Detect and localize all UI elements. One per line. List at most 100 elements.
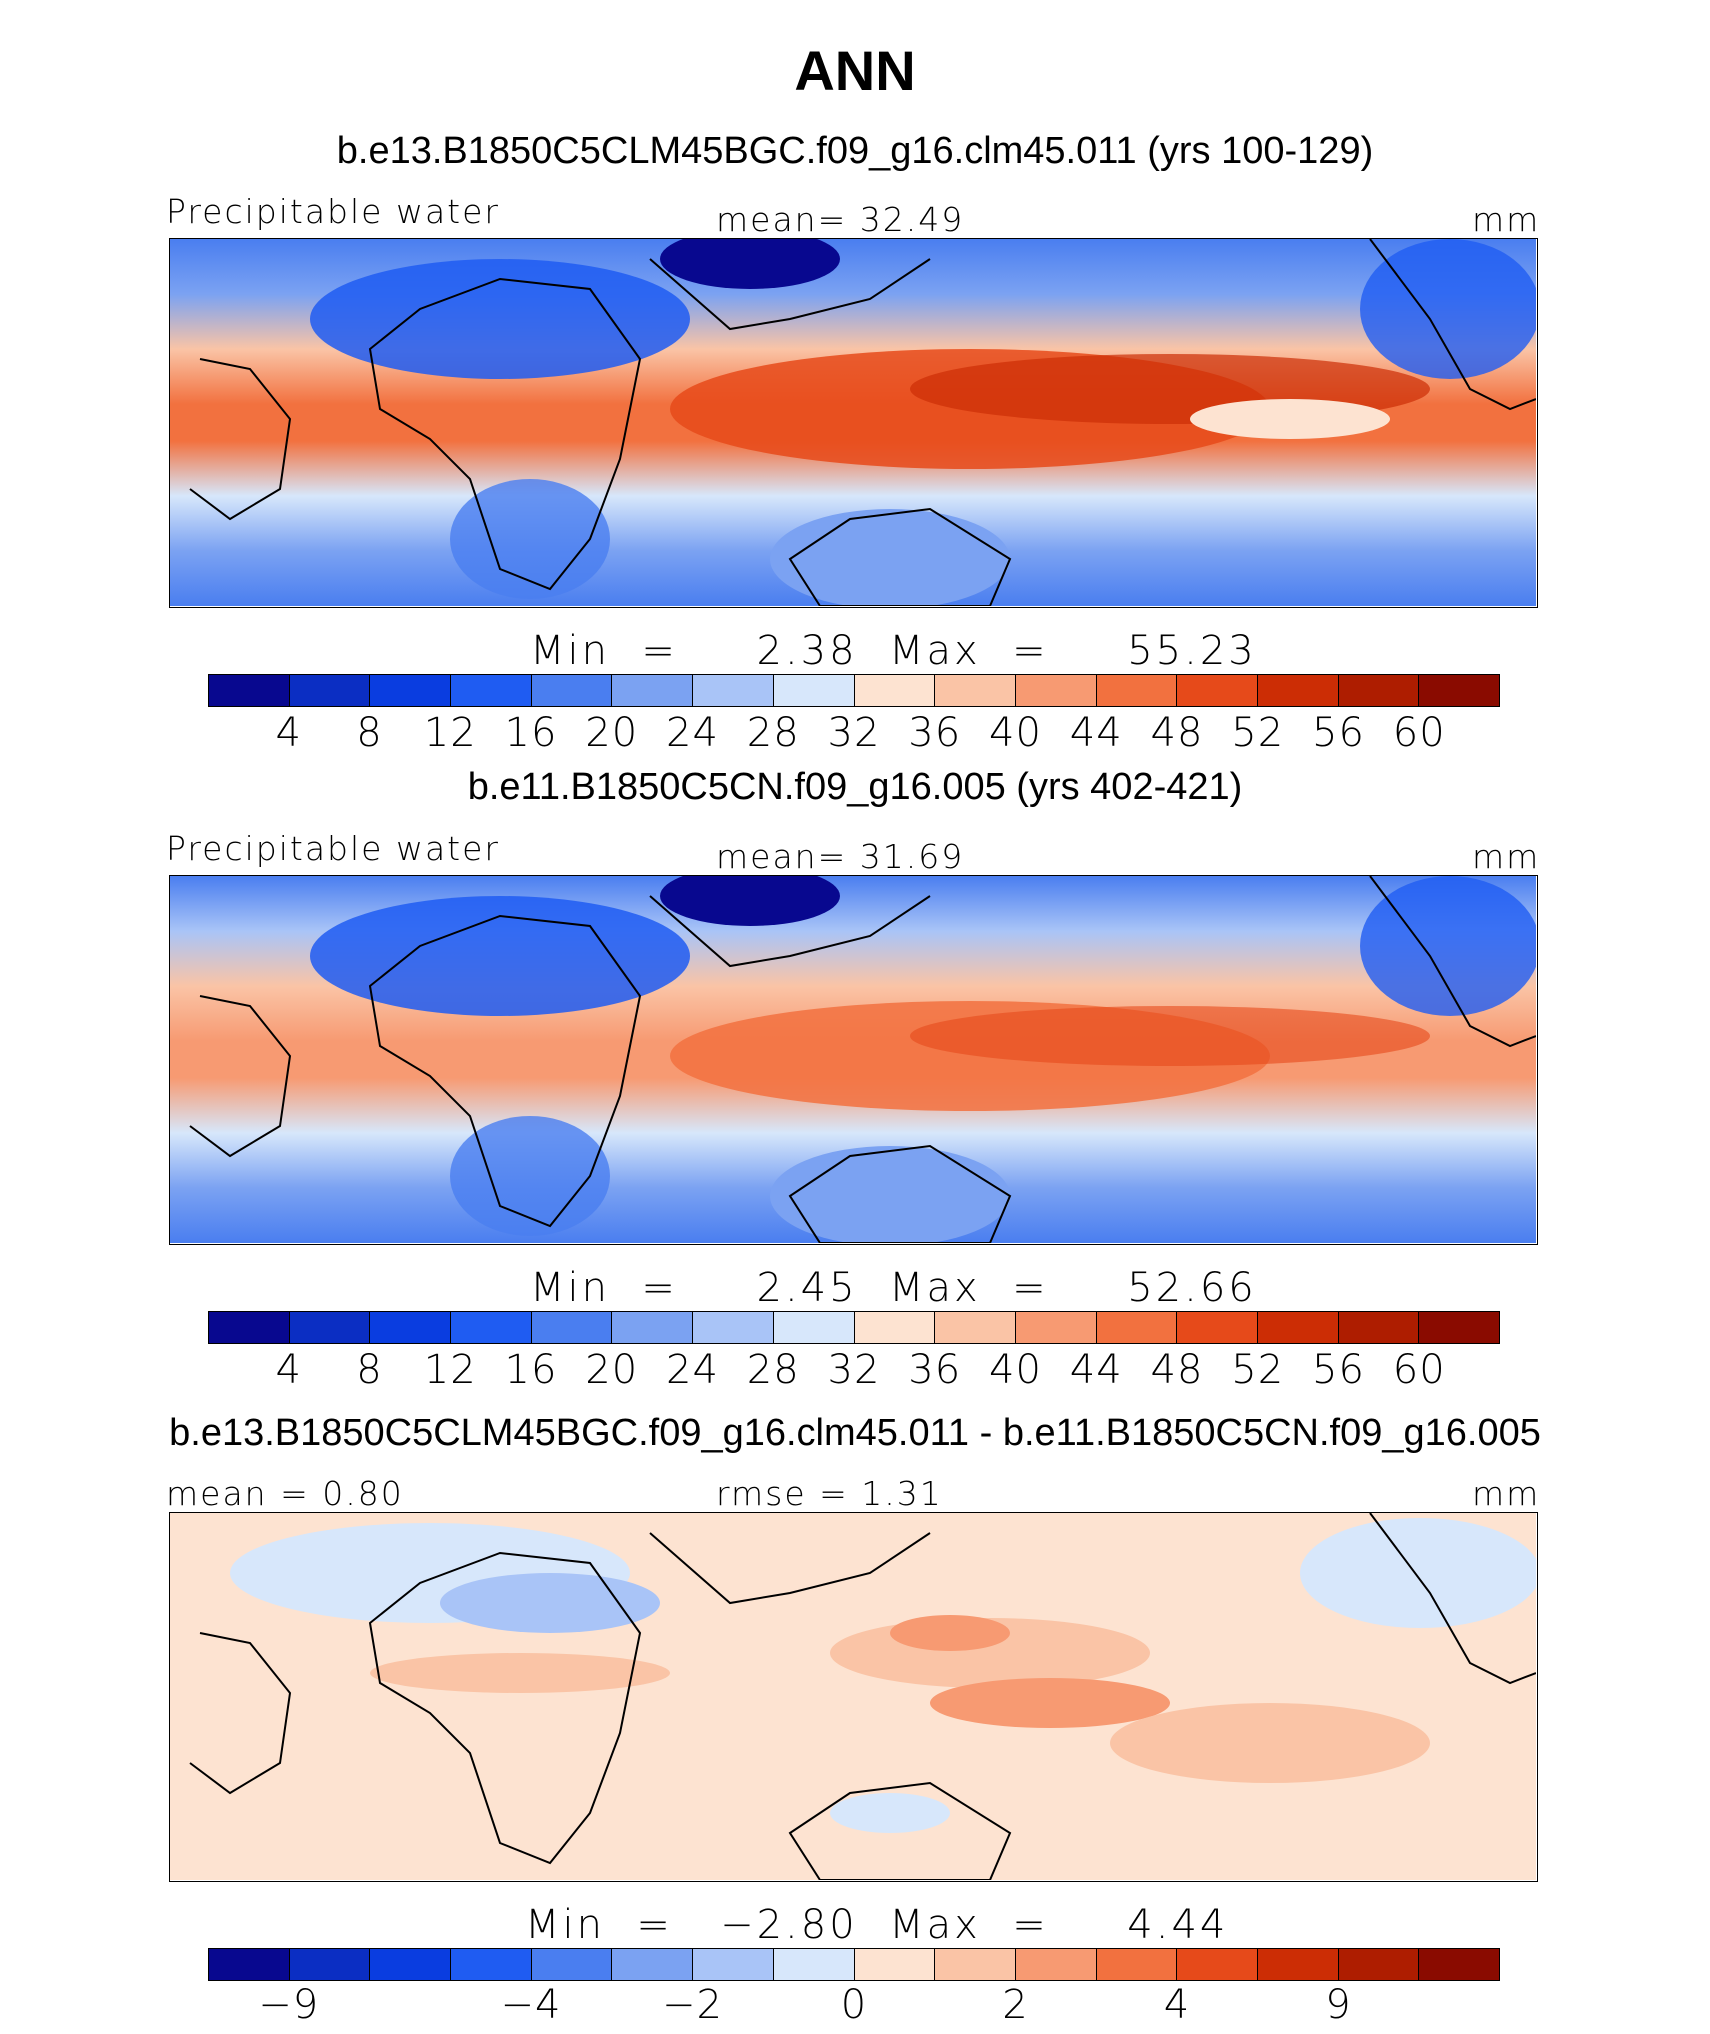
colorbar-swatch-11 xyxy=(1096,675,1178,706)
colorbar-swatch-12 xyxy=(1177,1949,1258,1980)
panel-1-map xyxy=(169,238,1538,608)
colorbar-swatch-14 xyxy=(1338,675,1420,706)
colorbar-tick-label: 24 xyxy=(666,710,719,756)
colorbar-tick-label: 60 xyxy=(1392,1347,1446,1393)
colorbar-swatch-1 xyxy=(289,1312,371,1343)
colorbar-tick-label: 8 xyxy=(356,1347,383,1393)
panel-1-colorbar xyxy=(208,674,1500,707)
colorbar-swatch-15 xyxy=(1419,675,1499,706)
colorbar-swatch-2 xyxy=(370,1949,452,1980)
colorbar-swatch-5 xyxy=(612,675,694,706)
colorbar-swatch-15 xyxy=(1419,1312,1499,1343)
colorbar-swatch-10 xyxy=(1015,1949,1097,1980)
colorbar-tick-label: 40 xyxy=(989,1347,1042,1393)
colorbar-swatch-14 xyxy=(1338,1312,1420,1343)
colorbar-tick-label: 52 xyxy=(1231,710,1285,756)
panel-3-colorbar-ticks: −9 −4 −2 0 2 4 9 xyxy=(208,1982,1500,2032)
colorbar-swatch-0 xyxy=(209,1312,290,1343)
panel-2-min-max: Min = 2.45 Max = 52.66 xyxy=(530,1265,1257,1311)
colorbar-tick-label: 4 xyxy=(275,1347,302,1393)
panel-2-map xyxy=(169,875,1538,1245)
colorbar-tick-label: 32 xyxy=(827,1347,881,1393)
colorbar-tick-label: 60 xyxy=(1392,710,1446,756)
colorbar-swatch-8 xyxy=(854,1312,936,1343)
panel-1-map-graphic xyxy=(170,239,1536,606)
panel-2-colorbar xyxy=(208,1311,1500,1344)
colorbar-tick-label: 20 xyxy=(585,710,639,756)
colorbar-tick-label: 2 xyxy=(1002,1982,1029,2028)
colorbar-tick-label: 48 xyxy=(1150,1347,1204,1393)
colorbar-swatch-3 xyxy=(451,1949,532,1980)
colorbar-swatch-10 xyxy=(1015,1312,1097,1343)
colorbar-tick-label: 52 xyxy=(1231,1347,1285,1393)
colorbar-tick-label: −4 xyxy=(500,1982,562,2028)
colorbar-tick-label: 4 xyxy=(275,710,302,756)
colorbar-swatch-1 xyxy=(289,675,371,706)
colorbar-tick-label: 12 xyxy=(423,710,477,756)
colorbar-swatch-4 xyxy=(531,1949,613,1980)
colorbar-swatch-6 xyxy=(693,1949,774,1980)
colorbar-tick-label: 44 xyxy=(1069,1347,1123,1393)
colorbar-tick-label: 4 xyxy=(1163,1982,1191,2028)
colorbar-tick-label: −9 xyxy=(258,1982,320,2028)
colorbar-swatch-1 xyxy=(289,1949,371,1980)
colorbar-tick-label: 8 xyxy=(356,710,383,756)
colorbar-tick-label: 56 xyxy=(1312,1347,1365,1393)
panel-3-colorbar xyxy=(208,1948,1500,1981)
panel-1-variable-label: Precipitable water xyxy=(166,192,500,231)
colorbar-swatch-12 xyxy=(1177,1312,1258,1343)
panel-3-run-title: b.e13.B1850C5CLM45BGC.f09_g16.clm45.011 … xyxy=(169,1412,1541,1454)
colorbar-tick-label: 20 xyxy=(585,1347,639,1393)
panel-1-min-max: Min = 2.38 Max = 55.23 xyxy=(530,628,1257,674)
panel-3-rmse-label: rmse = 1.31 xyxy=(716,1474,943,1513)
colorbar-swatch-7 xyxy=(773,675,855,706)
colorbar-swatch-13 xyxy=(1257,675,1339,706)
panel-2-run-title: b.e11.B1850C5CN.f09_g16.005 (yrs 402-421… xyxy=(467,766,1243,808)
colorbar-swatch-3 xyxy=(451,675,532,706)
colorbar-swatch-14 xyxy=(1338,1949,1420,1980)
colorbar-swatch-4 xyxy=(531,1312,613,1343)
colorbar-swatch-0 xyxy=(209,675,290,706)
colorbar-swatch-0 xyxy=(209,1949,290,1980)
colorbar-swatch-7 xyxy=(773,1312,855,1343)
panel-1-units-label: mm xyxy=(1472,200,1541,239)
colorbar-swatch-8 xyxy=(854,1949,936,1980)
panel-3-mean-label: mean = 0.80 xyxy=(166,1474,404,1513)
colorbar-tick-label: 16 xyxy=(504,710,558,756)
colorbar-swatch-5 xyxy=(612,1312,694,1343)
colorbar-swatch-4 xyxy=(531,675,613,706)
colorbar-tick-label: 44 xyxy=(1069,710,1123,756)
colorbar-tick-label: 36 xyxy=(908,710,962,756)
colorbar-swatch-11 xyxy=(1096,1949,1178,1980)
panel-1-mean-label: mean= 32.49 xyxy=(716,200,965,239)
colorbar-swatch-3 xyxy=(451,1312,532,1343)
colorbar-tick-label: 9 xyxy=(1325,1982,1352,2028)
colorbar-tick-label: 28 xyxy=(746,710,800,756)
colorbar-tick-label: 16 xyxy=(504,1347,558,1393)
colorbar-swatch-5 xyxy=(612,1949,694,1980)
panel-3-units-label: mm xyxy=(1472,1474,1541,1513)
colorbar-tick-label: 32 xyxy=(827,710,881,756)
figure-title: ANN xyxy=(794,39,916,102)
colorbar-swatch-9 xyxy=(935,675,1016,706)
colorbar-swatch-6 xyxy=(693,675,774,706)
panel-1-colorbar-ticks: 4 8 12 16 20 24 28 32 36 40 44 48 52 56 60 xyxy=(208,710,1500,760)
panel-3-map xyxy=(169,1512,1538,1882)
panel-2-units-label: mm xyxy=(1472,837,1541,876)
colorbar-tick-label: 24 xyxy=(666,1347,719,1393)
colorbar-tick-label: 40 xyxy=(989,710,1042,756)
colorbar-tick-label: 28 xyxy=(746,1347,800,1393)
colorbar-tick-label: 48 xyxy=(1150,710,1204,756)
colorbar-swatch-9 xyxy=(935,1949,1016,1980)
colorbar-tick-label: 0 xyxy=(840,1982,868,2028)
panel-3-map-graphic xyxy=(170,1513,1536,1880)
colorbar-swatch-10 xyxy=(1015,675,1097,706)
colorbar-swatch-2 xyxy=(370,1312,452,1343)
panel-2-map-graphic xyxy=(170,876,1536,1243)
panel-3-min-max: Min = −2.80 Max = 4.44 xyxy=(525,1902,1229,1948)
colorbar-swatch-9 xyxy=(935,1312,1016,1343)
colorbar-swatch-13 xyxy=(1257,1949,1339,1980)
colorbar-swatch-13 xyxy=(1257,1312,1339,1343)
colorbar-tick-label: −2 xyxy=(662,1982,723,2028)
colorbar-tick-label: 12 xyxy=(423,1347,477,1393)
